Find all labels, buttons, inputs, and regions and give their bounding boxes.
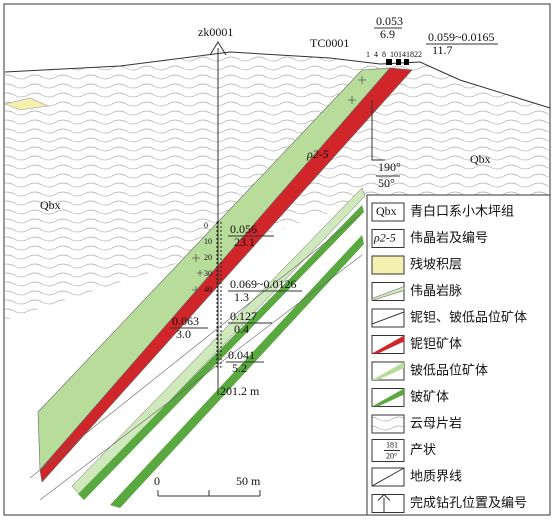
thickness: 5.2: [232, 361, 247, 375]
legend-items: Qbx 青白口系小木坪组 ρ2-5 伟晶岩及编号残坡积层伟晶岩脉铌钽、铍低品位矿体铌钽…: [371, 202, 527, 513]
core-ticks: [216, 221, 222, 368]
legend-symbol-text: Qbx: [376, 204, 397, 218]
legend-symbol: [372, 388, 404, 407]
legend-label: 铌钽矿体: [410, 337, 462, 352]
legend-symbol: [371, 494, 405, 513]
be-ore: [110, 235, 364, 508]
nb-ta-ore: [39, 67, 413, 483]
legend-label: 铌钽、铍低品位矿体: [410, 311, 527, 326]
thickness: 11.7: [432, 43, 453, 57]
legend-label: 伟晶岩脉: [410, 284, 462, 299]
thickness: 0.4: [234, 322, 249, 336]
depth-label: 20: [204, 253, 212, 262]
legend-symbol-text: 20°: [386, 451, 397, 460]
legend-symbol: [371, 414, 405, 434]
boundary: [29, 214, 361, 479]
legend-symbol: [371, 202, 405, 222]
boundary: [39, 254, 363, 501]
drillhole-name: zk0001: [198, 25, 233, 39]
depth-label: 10: [204, 237, 212, 246]
legend-label: 铍矿体: [410, 390, 449, 405]
legend-symbol: [372, 362, 404, 380]
attitude-strike: 190°: [378, 160, 401, 174]
legend-label: 铍低品位矿体: [410, 364, 488, 379]
legend-label: 完成钻孔位置及编号: [410, 496, 527, 511]
sample-number: 14: [398, 50, 406, 59]
legend-label: 地质界线: [410, 470, 462, 485]
depth-label: 30: [204, 269, 212, 278]
sample-number: 8: [382, 50, 386, 59]
drill-rig: [209, 41, 227, 56]
legend-symbol-text: 181: [386, 440, 398, 449]
sample: [386, 59, 392, 65]
grade: 0.063: [172, 314, 199, 328]
scale-end: 50 m: [236, 474, 261, 488]
be-ore: [78, 205, 364, 500]
end-depth: 201.2 m: [220, 384, 260, 398]
thickness: 23.1: [234, 235, 255, 249]
legend-symbol: [377, 493, 391, 501]
sample-number: 1: [366, 50, 370, 59]
depth-label: 40: [204, 285, 212, 294]
legend-symbol: [371, 229, 405, 248]
sample: [404, 59, 409, 65]
grade: 0.127: [230, 309, 257, 323]
unit-label: Qbx: [470, 152, 491, 166]
grade: 0.053: [376, 14, 403, 28]
legend-symbol: [371, 311, 405, 325]
attitude-mark: [371, 100, 385, 161]
thickness: 3.0: [176, 327, 191, 341]
legend-symbol: [371, 255, 405, 275]
sample-number: 18: [406, 50, 414, 59]
legend-symbol: [371, 286, 405, 301]
thickness: 6.9: [380, 27, 395, 41]
grade: 0.056: [230, 222, 257, 236]
attitude-dip: 50°: [378, 176, 395, 190]
legend-label: 伟晶岩及编号: [410, 231, 488, 246]
grade: 0.069~0.0126: [230, 277, 297, 291]
grade: 0.059~0.0165: [428, 30, 495, 44]
crosses: [192, 76, 366, 294]
legend-label: 青白口系小木坪组: [410, 204, 514, 220]
pegmatite-label: ρ2-5: [306, 147, 329, 161]
grade: 0.041: [228, 348, 255, 362]
surface: [4, 51, 551, 109]
trench-name: TC0001: [310, 36, 349, 50]
legend-symbol: [371, 467, 405, 487]
depth-label: 0: [204, 221, 208, 230]
thickness: 1.3: [234, 290, 249, 304]
legend-symbol-text: ρ2-5: [373, 230, 396, 244]
sample-number: 22: [414, 50, 422, 59]
legend-label: 残坡积层: [410, 258, 462, 273]
sample-number: 4: [374, 50, 378, 59]
sample-number: 10: [390, 50, 398, 59]
sample: [396, 59, 401, 65]
eluvium: [4, 97, 50, 111]
unit-label: Qbx: [40, 198, 61, 212]
legend-label: 产状: [410, 443, 436, 458]
legend-symbol: [372, 335, 404, 354]
legend-label: 云母片岩: [410, 417, 462, 432]
scale-start: 0: [154, 474, 160, 488]
